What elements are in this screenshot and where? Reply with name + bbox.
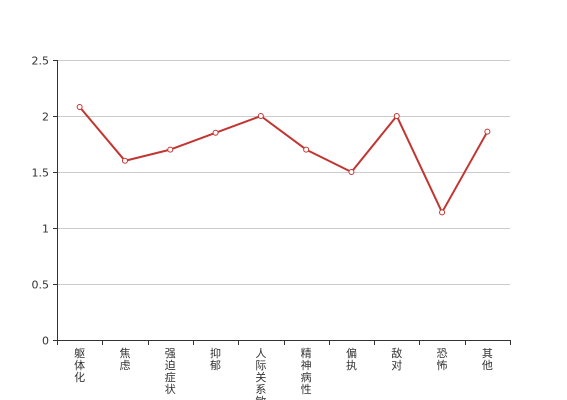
- x-tick-label: 其他: [482, 347, 493, 372]
- y-tick-label: 0: [42, 335, 49, 348]
- x-tick-label: 躯体化: [74, 347, 85, 384]
- grid-layer: [57, 60, 510, 285]
- x-tick-label: 偏执: [346, 346, 357, 372]
- data-point: [439, 209, 446, 216]
- data-point: [121, 157, 128, 164]
- x-tick-label: 焦虑: [119, 347, 130, 372]
- x-tick-label: 人际关系敏感: [255, 347, 266, 400]
- x-tick-label: 精神病性: [301, 347, 312, 396]
- data-point: [257, 113, 264, 119]
- x-tick-label: 抑郁: [210, 346, 221, 372]
- series-line: [78, 106, 489, 214]
- x-tick-label: 强迫症状: [165, 347, 176, 396]
- y-tick-label: 2.5: [32, 55, 50, 68]
- data-point: [167, 146, 174, 153]
- y-tick-label: 1: [42, 223, 49, 236]
- data-point: [348, 169, 355, 175]
- y-tick-label: 1.5: [32, 167, 50, 180]
- y-tick-label: 2: [42, 111, 49, 124]
- data-point: [303, 146, 310, 153]
- data-point: [484, 128, 491, 135]
- x-tick-label: 敌对: [391, 346, 402, 372]
- data-point: [76, 104, 83, 111]
- y-tick-label: 0.5: [32, 279, 50, 292]
- data-point: [393, 113, 400, 119]
- series-layer: [76, 104, 491, 216]
- data-point: [212, 129, 219, 136]
- x-tick-label: 恐怖: [437, 347, 448, 372]
- axis-layer: 0 0.5 1 1.5 2 2.5 躯体化 焦虑 强迫症状 抑郁 人际关系敏感 精神病性 偏执 敌对 恐怖 其…: [32, 55, 511, 400]
